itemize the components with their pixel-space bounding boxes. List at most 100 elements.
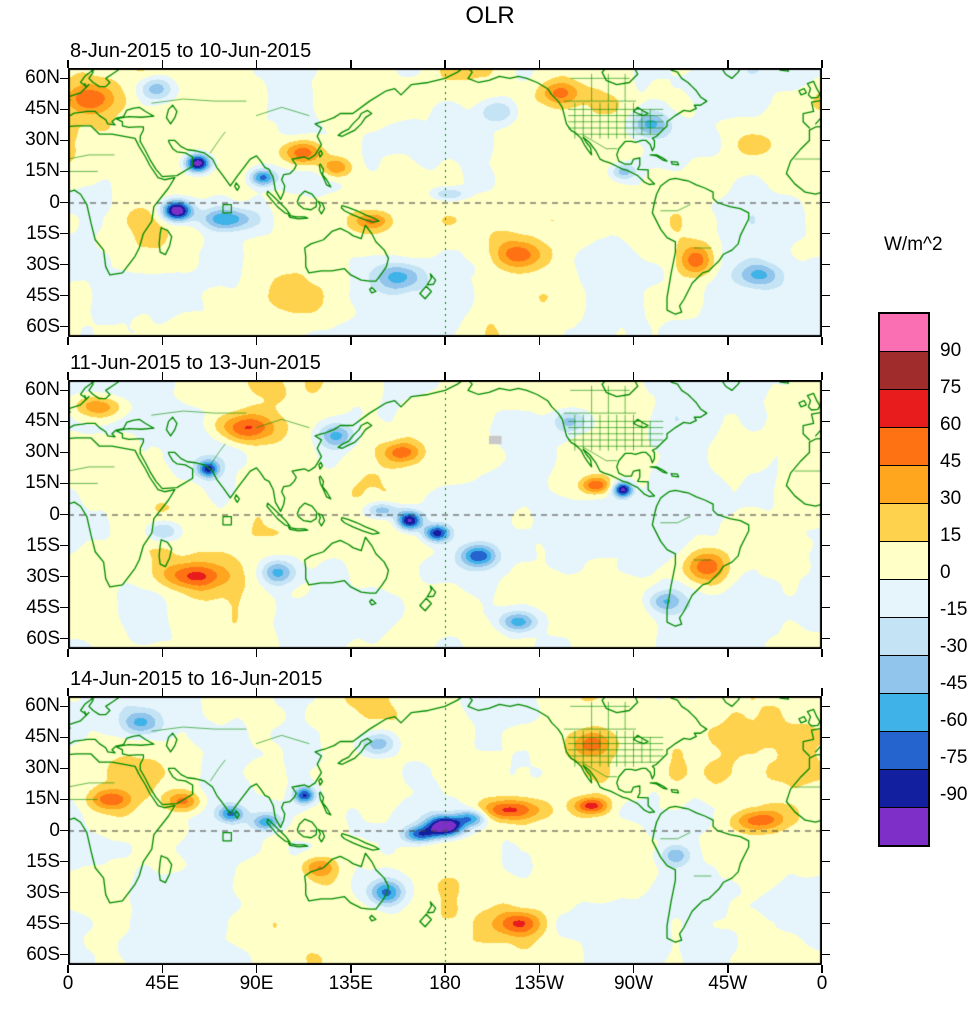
y-axis-tick [60,451,68,454]
x-axis-tick-label: 135E [328,973,373,994]
x-axis-tick [350,372,352,380]
x-axis-tick-label: 0 [816,973,828,994]
y-axis-tick [822,201,830,204]
y-axis-tick [822,139,830,142]
x-axis-tick [350,965,352,973]
y-axis-tick-label: 0 [49,503,60,525]
colorbar-cell [880,807,928,845]
y-axis-tick [60,108,68,111]
x-axis-tick [821,372,823,380]
y-axis-tick [822,294,830,297]
y-axis-tick [822,705,830,708]
y-axis-tick-label: 60S [26,315,60,337]
x-axis-tick-label: 90E [239,973,274,994]
y-axis-tick [60,420,68,423]
y-axis-tick-label: 0 [49,819,60,841]
panel-3-map-canvas [68,696,822,965]
y-axis-tick [60,606,68,609]
x-axis-tick [727,337,729,345]
x-axis-tick [538,688,540,696]
y-axis-tick-label: 30S [26,881,60,903]
x-axis-tick [727,60,729,68]
y-axis-tick-label: 15N [25,472,60,494]
y-axis-tick-label: 30S [26,565,60,587]
panel-1: 8-Jun-2015 to 10-Jun-2015 60N 45N 30N 15N 0 1… [0,38,980,350]
x-axis-tick [444,965,446,973]
x-axis-tick [161,60,163,68]
x-axis-tick [727,688,729,696]
colorbar-tick-label: -45 [940,673,968,694]
colorbar-tick-label: 45 [940,451,962,472]
x-axis-tick [632,965,635,973]
x-axis-tick-label: 0 [62,973,74,994]
x-axis-tick [444,372,446,380]
x-axis-tick [255,965,258,973]
y-axis-tick [822,798,830,801]
y-axis-tick [822,544,830,547]
y-axis-tick-label: 15S [26,222,60,244]
x-axis-tick [632,337,635,345]
y-axis-tick [60,860,68,863]
y-axis-tick [60,953,68,956]
colorbar-tick-label: 15 [940,525,962,546]
colorbar-tick-label: -90 [940,784,968,805]
colorbar-tick-label: 30 [940,488,962,509]
colorbar-cell [880,579,928,617]
y-axis-tick [60,736,68,739]
x-axis-tick [444,688,446,696]
y-axis-tick [822,108,830,111]
colorbar-cell [880,465,928,503]
y-axis-tick-label: 30N [25,129,60,151]
x-axis-tick-label: 45E [145,973,180,994]
x-axis-tick [538,649,540,657]
y-axis-tick [822,953,830,956]
y-axis-tick-label: 45N [25,98,60,120]
y-axis-tick [60,637,68,640]
colorbar-tick-label: -15 [940,599,968,620]
x-axis-tick [67,649,69,657]
colorbar-tick-label: 75 [940,377,962,398]
x-axis-tick [632,60,635,68]
y-axis-tick [60,201,68,204]
colorbar-cell [880,389,928,427]
colorbar-cell [880,541,928,579]
y-axis-tick-label: 15N [25,788,60,810]
colorbar-tick-label: -75 [940,747,968,768]
x-axis-tick [67,337,69,345]
y-axis-tick [60,294,68,297]
colorbar-tick-label: 90 [940,340,962,361]
panel-3-title: 14-Jun-2015 to 16-Jun-2015 [70,668,323,690]
x-axis-tick [161,649,163,657]
panel-3: 14-Jun-2015 to 16-Jun-2015 60N 45N 30N 15N 0… [0,666,980,994]
x-axis-tick [161,372,163,380]
y-axis-tick [60,389,68,392]
x-axis-tick [350,60,352,68]
panel-1-map: 60N 45N 30N 15N 0 15S 30S 45S 60S [25,60,830,345]
x-axis-tick [632,649,635,657]
x-axis-tick [538,60,540,68]
colorbar-tick-label: -30 [940,636,968,657]
colorbar [878,312,930,847]
x-axis-tick [67,688,69,696]
y-axis-tick [822,325,830,328]
panel-1-title: 8-Jun-2015 to 10-Jun-2015 [70,40,312,62]
colorbar-cell [880,731,928,769]
y-axis-tick [822,513,830,516]
x-axis-tick [444,649,446,657]
x-axis-tick-label: 45W [708,973,748,994]
y-axis-tick-label: 60S [26,943,60,965]
panel-3-map: 60N 45N 30N 15N 0 15S 30S 45S 60S 0 45E 90E 135E 180 1… [25,688,830,994]
y-axis-tick [60,513,68,516]
y-axis-tick [822,451,830,454]
panel-2-map: 60N 45N 30N 15N 0 15S 30S 45S 60S [25,372,830,657]
y-axis-tick-label: 45N [25,726,60,748]
x-axis-tick [538,337,540,345]
y-axis-tick [60,829,68,832]
x-axis-tick [727,372,729,380]
x-axis-tick [821,337,823,345]
x-axis-tick [632,372,635,380]
x-axis-tick [255,337,258,345]
y-axis-tick-label: 15N [25,160,60,182]
y-axis-tick [822,637,830,640]
x-axis-tick [255,60,258,68]
